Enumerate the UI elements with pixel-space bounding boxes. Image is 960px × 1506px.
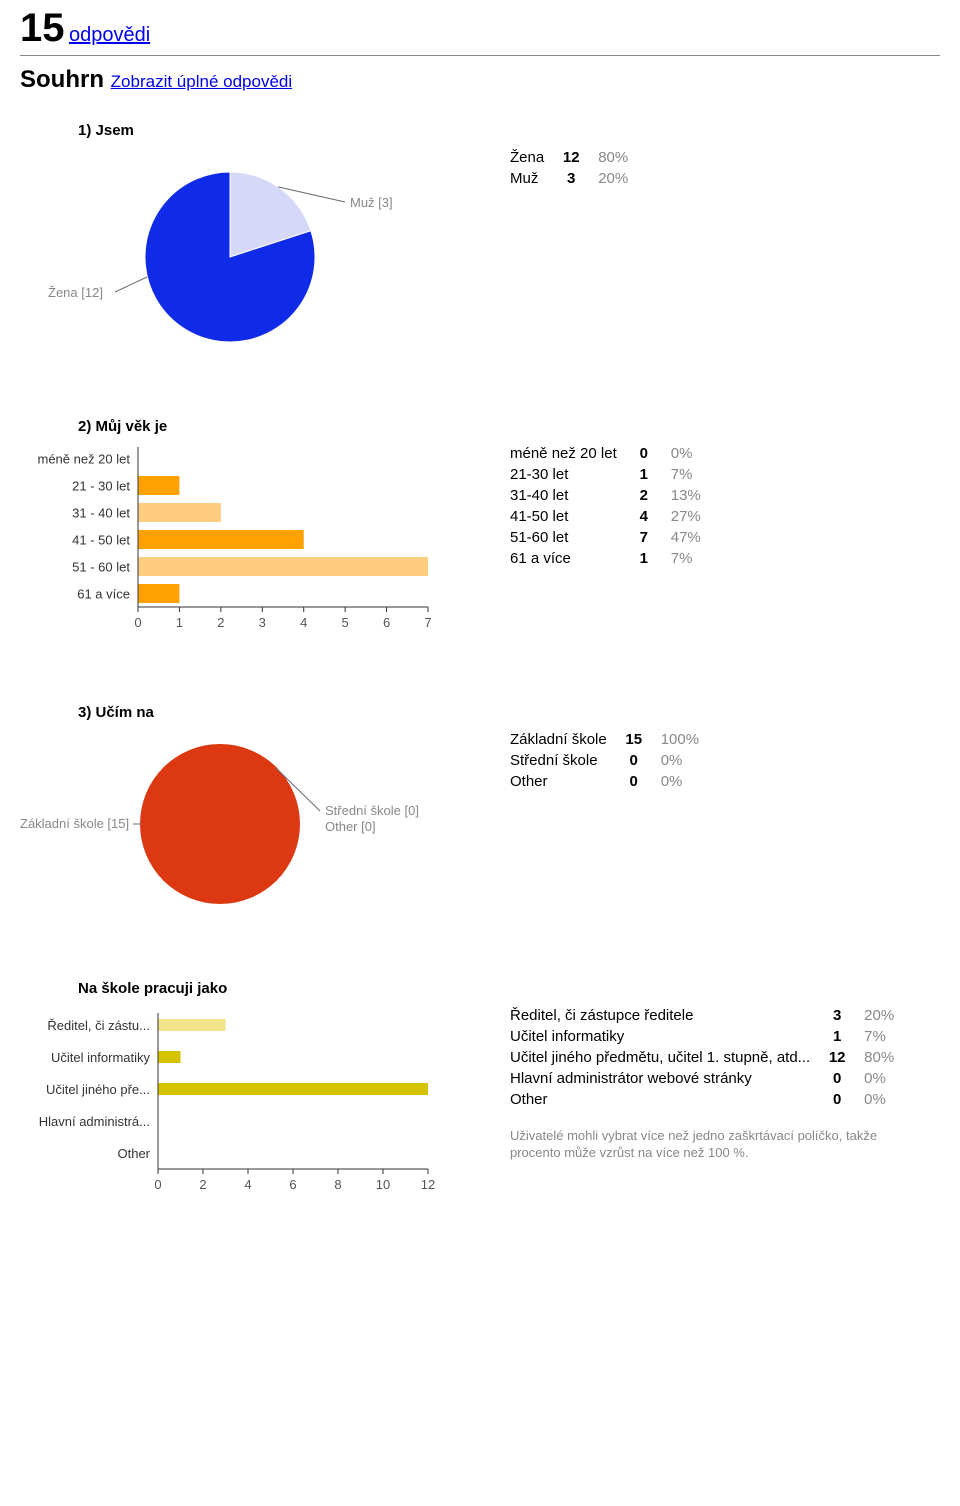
- table-row: 41-50 let427%: [510, 506, 731, 527]
- svg-text:10: 10: [376, 1177, 390, 1192]
- svg-text:1: 1: [176, 615, 183, 630]
- svg-text:Učitel jiného pře...: Učitel jiného pře...: [46, 1082, 150, 1097]
- svg-text:Other: Other: [117, 1146, 150, 1161]
- svg-text:12: 12: [421, 1177, 435, 1192]
- q4-footnote: Uživatelé mohli vybrat více než jedno za…: [510, 1128, 910, 1162]
- q3-title: 3) Učím na: [78, 704, 940, 721]
- summary-header: Souhrn Zobrazit úplné odpovědi: [20, 66, 940, 94]
- q3-data-table: Základní škole15100%Střední škole00%Othe…: [510, 729, 721, 792]
- svg-text:7: 7: [424, 615, 431, 630]
- svg-text:méně než 20 let: méně než 20 let: [37, 451, 130, 466]
- svg-text:Základní škole [15]: Základní škole [15]: [20, 816, 129, 831]
- svg-text:Other [0]: Other [0]: [325, 819, 376, 834]
- page-header: 15 odpovědi: [20, 0, 940, 51]
- q4-data-table: Ředitel, či zástupce ředitele320%Učitel …: [510, 1005, 924, 1162]
- svg-text:31 - 40 let: 31 - 40 let: [72, 505, 130, 520]
- svg-text:4: 4: [244, 1177, 251, 1192]
- table-row: Žena1280%: [510, 147, 658, 168]
- svg-text:Žena [12]: Žena [12]: [48, 285, 103, 300]
- section-q2: 2) Můj věk je méně než 20 let 21 - 30 let…: [20, 418, 940, 658]
- table-row: 61 a více17%: [510, 548, 731, 569]
- q1-chart: Muž [3] Žena [12]: [20, 147, 510, 372]
- svg-text:0: 0: [154, 1177, 161, 1192]
- svg-text:5: 5: [342, 615, 349, 630]
- section-q1: 1) Jsem Muž [3] Žena [12] Žena1280%Muž320…: [20, 122, 940, 372]
- svg-text:51 - 60 let: 51 - 60 let: [72, 559, 130, 574]
- q4-chart: Ředitel, či zástu... Učitel informatiky Uč…: [20, 1005, 510, 1230]
- svg-text:Muž [3]: Muž [3]: [350, 195, 393, 210]
- divider: [20, 55, 940, 56]
- section-q4: Na škole pracuji jako Ředitel, či zástu.…: [20, 980, 940, 1230]
- table-row: Other00%: [510, 771, 721, 792]
- svg-text:Ředitel, či zástu...: Ředitel, či zástu...: [47, 1018, 150, 1033]
- table-row: Učitel jiného předmětu, učitel 1. stupně…: [510, 1047, 924, 1068]
- svg-text:3: 3: [259, 615, 266, 630]
- table-row: Other00%: [510, 1089, 924, 1110]
- responses-link[interactable]: odpovědi: [69, 24, 150, 46]
- svg-text:4: 4: [300, 615, 307, 630]
- table-row: 31-40 let213%: [510, 485, 731, 506]
- full-responses-link[interactable]: Zobrazit úplné odpovědi: [111, 72, 292, 91]
- q1-data-table: Žena1280%Muž320%: [510, 147, 658, 189]
- svg-text:Hlavní administrá...: Hlavní administrá...: [39, 1114, 150, 1129]
- q3-chart: Základní škole [15] Střední škole [0]Othe…: [20, 729, 510, 934]
- table-row: Základní škole15100%: [510, 729, 721, 750]
- section-q3: 3) Učím na Základní škole [15] Střední šk…: [20, 704, 940, 934]
- q2-data-table: méně než 20 let00%21-30 let17%31-40 let2…: [510, 443, 731, 569]
- table-row: Hlavní administrátor webové stránky00%: [510, 1068, 924, 1089]
- svg-text:Učitel informatiky: Učitel informatiky: [51, 1050, 150, 1065]
- q1-title: 1) Jsem: [78, 122, 940, 139]
- summary-label: Souhrn: [20, 66, 104, 93]
- svg-text:2: 2: [217, 615, 224, 630]
- q2-title: 2) Můj věk je: [78, 418, 940, 435]
- response-count: 15: [20, 6, 65, 51]
- table-row: Ředitel, či zástupce ředitele320%: [510, 1005, 924, 1026]
- svg-text:2: 2: [199, 1177, 206, 1192]
- table-row: méně než 20 let00%: [510, 443, 731, 464]
- svg-text:8: 8: [334, 1177, 341, 1192]
- q2-chart: méně než 20 let 21 - 30 let 31 - 40 let 41 …: [20, 443, 510, 658]
- table-row: 21-30 let17%: [510, 464, 731, 485]
- svg-text:Střední škole [0]: Střední škole [0]: [325, 803, 419, 818]
- table-row: Střední škole00%: [510, 750, 721, 771]
- table-row: 51-60 let747%: [510, 527, 731, 548]
- svg-text:6: 6: [383, 615, 390, 630]
- svg-text:61 a více: 61 a více: [77, 586, 130, 601]
- svg-text:21 - 30 let: 21 - 30 let: [72, 478, 130, 493]
- svg-text:0: 0: [134, 615, 141, 630]
- table-row: Muž320%: [510, 168, 658, 189]
- svg-text:6: 6: [289, 1177, 296, 1192]
- q4-title: Na škole pracuji jako: [78, 980, 940, 997]
- svg-text:41 - 50 let: 41 - 50 let: [72, 532, 130, 547]
- table-row: Učitel informatiky17%: [510, 1026, 924, 1047]
